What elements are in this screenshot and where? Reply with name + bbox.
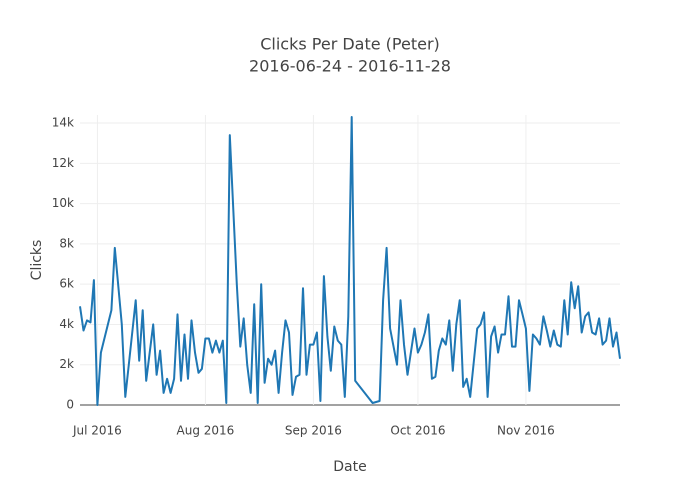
y-tick-label: 6k [59,277,74,291]
y-tick-label: 8k [59,236,74,250]
x-tick-label: Aug 2016 [177,424,235,438]
chart-title: Clicks Per Date (Peter) [260,35,440,54]
x-tick-label: Sep 2016 [285,424,342,438]
data-line [79,116,621,406]
y-axis-title: Clicks [29,240,45,281]
y-tick-label: 14k [52,116,74,130]
y-tick-label: 4k [59,317,74,331]
x-tick-label: Oct 2016 [390,424,445,438]
y-tick-label: 2k [59,357,74,371]
y-tick-label: 10k [52,196,74,210]
x-tick-label: Nov 2016 [497,424,555,438]
y-tick-label: 12k [52,156,74,170]
chart-subtitle: 2016-06-24 - 2016-11-28 [249,57,451,76]
x-tick-label: Jul 2016 [72,424,122,438]
y-tick-label: 0 [66,398,74,412]
x-axis-title: Date [333,459,366,475]
